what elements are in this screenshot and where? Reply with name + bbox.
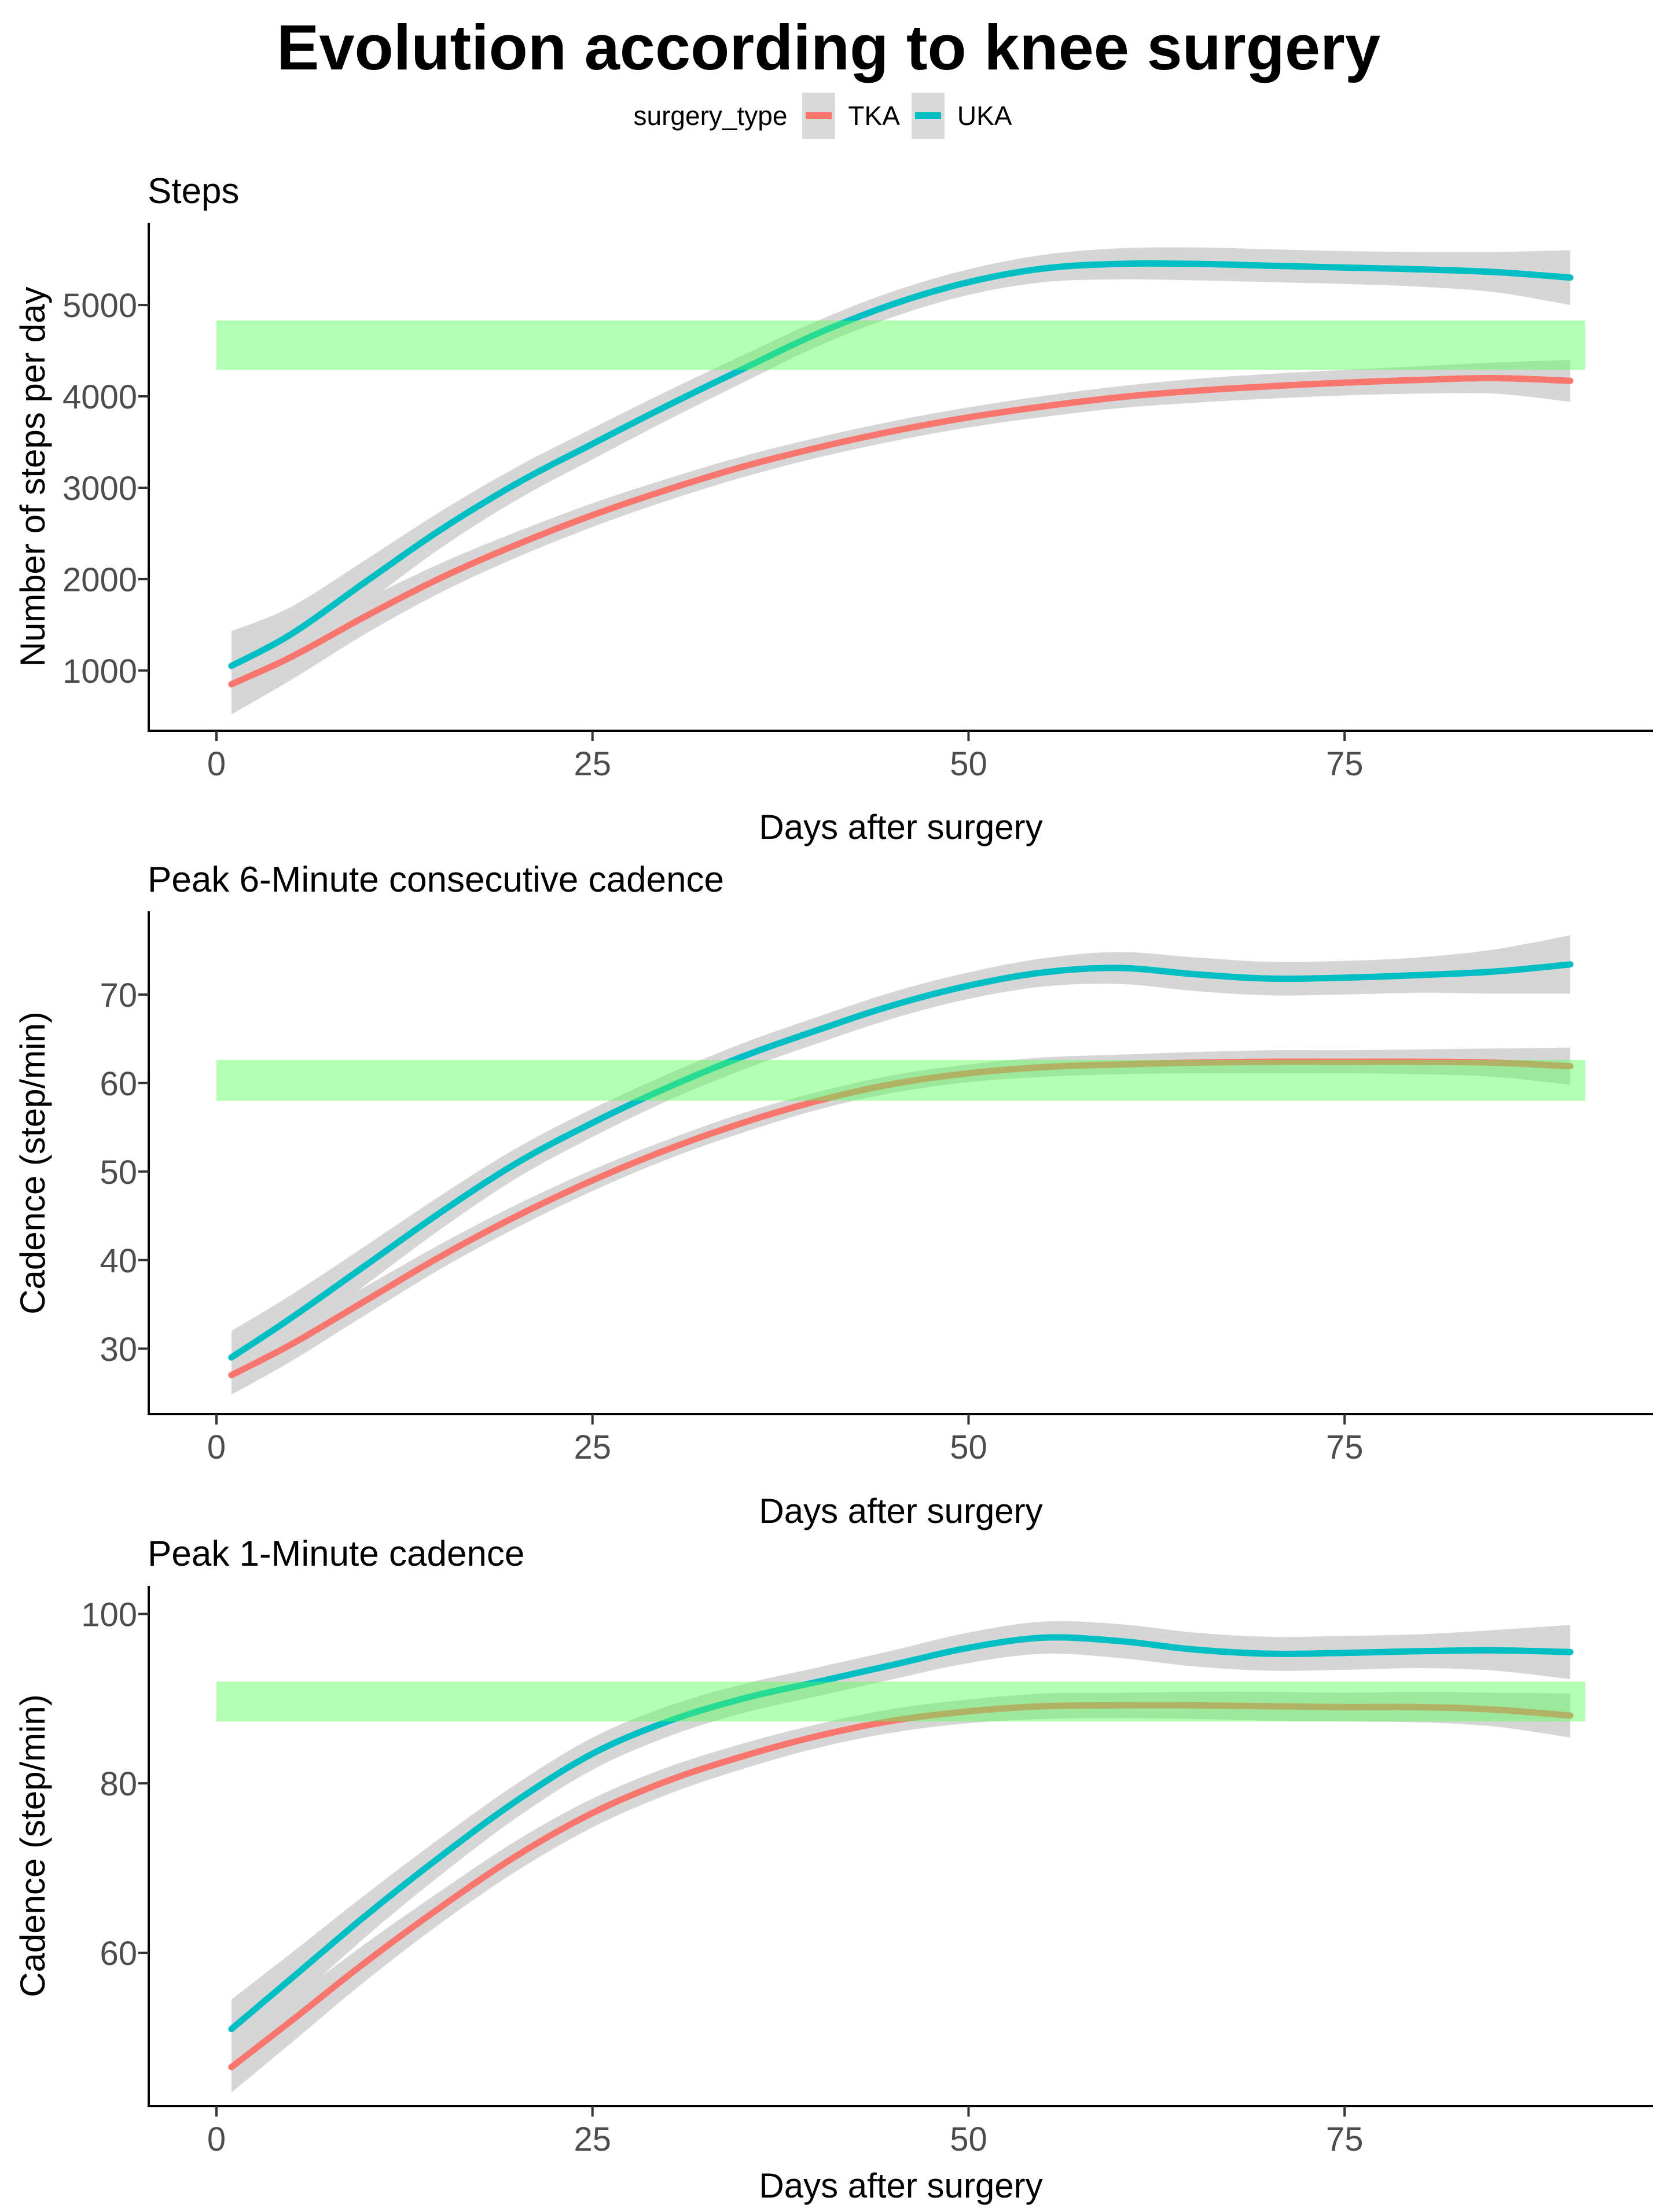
target-range-band xyxy=(216,1060,1586,1101)
y-tick-label: 3000 xyxy=(63,470,137,507)
legend-title: surgery_type xyxy=(633,101,788,131)
uka-line-swatch-icon xyxy=(914,112,941,119)
y-tick-label: 40 xyxy=(100,1242,137,1280)
panel-1-plot: 1000 2000 3000 4000 5000 0 25 50 75 xyxy=(63,223,1653,783)
panel3-title: Peak 1-Minute cadence xyxy=(148,1534,525,1574)
panel-3-plot: 60 80 100 0 25 50 75 xyxy=(81,1586,1653,2158)
legend-label-uka: UKA xyxy=(957,101,1012,131)
legend-label-tka: TKA xyxy=(848,101,900,131)
y-tick-label: 30 xyxy=(100,1331,137,1368)
y-tick-label: 5000 xyxy=(63,287,137,325)
y-tick-label: 80 xyxy=(100,1765,137,1803)
tka-line-swatch-icon xyxy=(806,112,832,119)
target-range-band xyxy=(216,320,1586,370)
x-tick-label: 0 xyxy=(207,1429,226,1466)
uka-confidence-ribbon xyxy=(231,247,1571,701)
y-tick-label: 2000 xyxy=(63,561,137,599)
panel1-x-axis-title: Days after surgery xyxy=(759,808,1043,846)
y-tick-label: 4000 xyxy=(63,378,137,416)
uka-confidence-ribbon xyxy=(231,935,1571,1384)
uka-confidence-ribbon xyxy=(231,1621,1571,2059)
x-tick-label: 0 xyxy=(207,2121,226,2158)
tka-confidence-ribbon xyxy=(231,1047,1571,1395)
uka-trend-line xyxy=(228,260,1574,669)
x-tick-label: 75 xyxy=(1326,2121,1364,2158)
y-tick-label: 70 xyxy=(100,977,137,1014)
panel2-x-axis-title: Days after surgery xyxy=(759,1492,1043,1530)
x-tick-label: 25 xyxy=(574,1429,611,1466)
x-tick-label: 75 xyxy=(1326,745,1364,783)
target-range-band xyxy=(216,1681,1586,1722)
y-tick-label: 50 xyxy=(100,1154,137,1191)
panel2-title: Peak 6-Minute consecutive cadence xyxy=(148,860,725,900)
x-tick-label: 0 xyxy=(207,745,226,783)
x-tick-label: 25 xyxy=(574,2121,611,2158)
legend: surgery_type TKA UKA xyxy=(0,91,1657,140)
y-tick-label: 60 xyxy=(100,1935,137,1972)
y-tick-label: 60 xyxy=(100,1065,137,1103)
x-tick-label: 75 xyxy=(1326,1429,1364,1466)
legend-key-tka xyxy=(802,93,836,139)
panel-2-plot: 30 40 50 60 70 0 25 50 75 xyxy=(100,911,1653,1466)
tka-trend-line xyxy=(228,1058,1574,1379)
tka-trend-line xyxy=(228,375,1574,687)
tka-confidence-ribbon xyxy=(231,1691,1571,2093)
panel1-title: Steps xyxy=(148,171,240,211)
page-title: Evolution according to knee surgery xyxy=(276,12,1381,83)
panel3-x-axis-title: Days after surgery xyxy=(759,2166,1043,2205)
x-tick-label: 50 xyxy=(950,745,987,783)
tka-trend-line xyxy=(228,1702,1574,2071)
x-tick-label: 50 xyxy=(950,1429,987,1466)
legend-key-uka xyxy=(911,93,945,139)
x-tick-label: 25 xyxy=(574,745,611,783)
y-tick-label: 1000 xyxy=(63,653,137,690)
uka-trend-line xyxy=(228,961,1574,1361)
y-tick-label: 100 xyxy=(81,1596,137,1633)
uka-trend-line xyxy=(228,1634,1574,2033)
x-tick-label: 50 xyxy=(950,2121,987,2158)
